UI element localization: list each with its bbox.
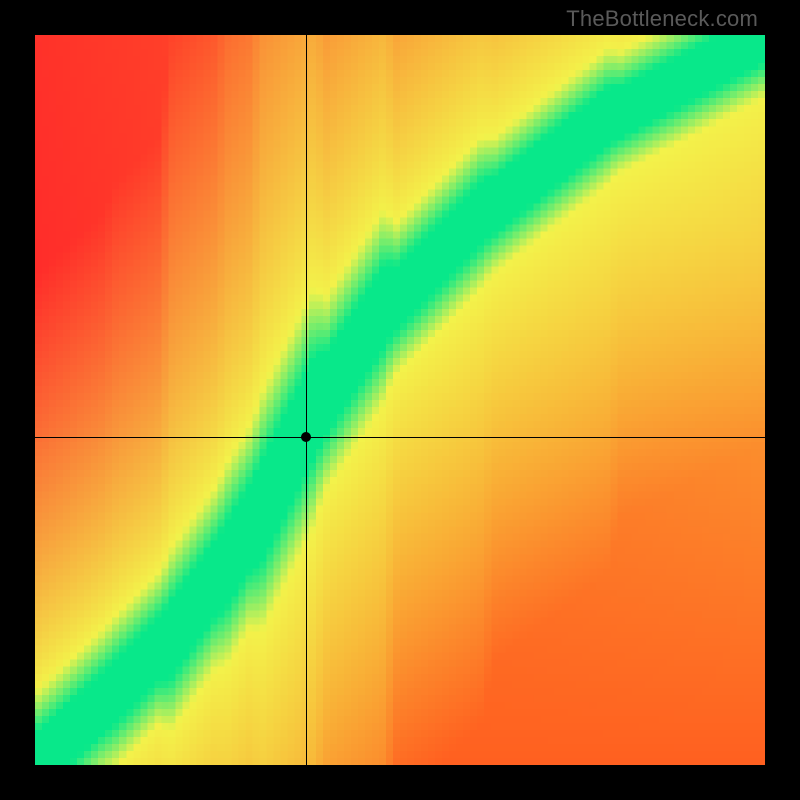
heatmap-plot — [35, 35, 765, 765]
data-point-marker — [301, 432, 311, 442]
heatmap-canvas — [35, 35, 765, 765]
crosshair-horizontal — [35, 437, 765, 438]
crosshair-vertical — [306, 35, 307, 765]
watermark-text: TheBottleneck.com — [566, 6, 758, 32]
